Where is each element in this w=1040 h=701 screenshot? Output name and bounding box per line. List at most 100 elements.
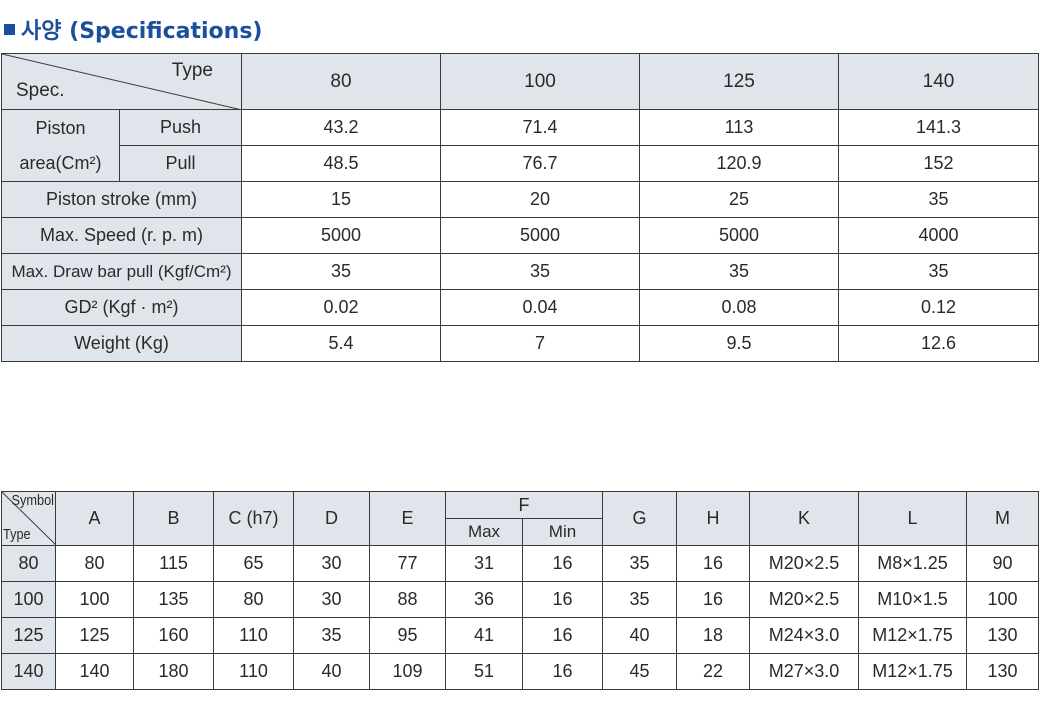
table-row: 125 125 160 110 35 95 41 16 40 18 M24×3.0 M12×1.75 1…: [1, 617, 1039, 654]
table-cell: 16: [522, 617, 603, 654]
dim-subheader-row: Max Min: [2, 518, 1039, 546]
table-cell: 90: [966, 545, 1039, 582]
table-cell: 125: [55, 617, 134, 654]
pull-value: 48.5: [241, 145, 441, 182]
col-header-B: B: [133, 491, 214, 546]
table-cell: M24×3.0: [749, 617, 859, 654]
table-cell: 110: [213, 617, 294, 654]
row-type-cell: 80: [1, 545, 56, 582]
square-bullet-icon: [4, 23, 15, 35]
spec-value: 35: [838, 181, 1039, 218]
spec-value: 4000: [838, 217, 1039, 254]
spec-row: Piston stroke (mm) 15 20 25 35: [1, 181, 1039, 218]
spec-row-pull: Pull 48.5 76.7 120.9 152: [2, 145, 1039, 182]
spec-value: 5000: [440, 217, 640, 254]
table-cell: M20×2.5: [749, 581, 859, 618]
spec-value: 0.12: [838, 289, 1039, 326]
table-cell: 135: [133, 581, 214, 618]
col-header-F-min: Min: [522, 518, 603, 546]
pull-value: 152: [838, 145, 1039, 182]
table-cell: 41: [445, 617, 523, 654]
table-cell: 35: [293, 617, 370, 654]
table-cell: 130: [966, 617, 1039, 654]
spec-value: 5.4: [241, 325, 441, 362]
spec-value: 35: [241, 253, 441, 290]
spec-value: 9.5: [639, 325, 839, 362]
table-cell: M8×1.25: [858, 545, 967, 582]
col-header-M: M: [966, 491, 1039, 546]
spec-value: 35: [440, 253, 640, 290]
table-cell: 16: [676, 581, 750, 618]
corner-spec-label: Spec.: [16, 80, 65, 101]
table-row: 140 140 180 110 40 109 51 16 45 22 M27×3.0 M12×1.75…: [1, 653, 1039, 690]
dim-table-body: 80 80 115 65 30 77 31 16 35 16 M20×2.5 M8×1.25 90 100…: [1, 545, 1039, 690]
table-cell: 16: [522, 545, 603, 582]
spec-row: Max. Speed (r. p. m) 5000 5000 5000 4000: [1, 217, 1039, 254]
spec-value: 12.6: [838, 325, 1039, 362]
table-cell: 109: [369, 653, 446, 690]
table-cell: M10×1.5: [858, 581, 967, 618]
type-header: 125: [639, 53, 839, 110]
col-header-F: F: [445, 491, 603, 519]
table-cell: 22: [676, 653, 750, 690]
piston-area-label: Piston area(Cm²): [1, 109, 120, 182]
table-cell: 51: [445, 653, 523, 690]
spec-row-label: GD² (Kgf · m²): [1, 289, 242, 326]
section-title-text: 사양 (Specifications): [21, 19, 263, 44]
type-header: 140: [838, 53, 1039, 110]
table-cell: 16: [522, 653, 603, 690]
spec-value: 0.04: [440, 289, 640, 326]
table-cell: 130: [966, 653, 1039, 690]
spec-value: 35: [838, 253, 1039, 290]
section-title: 사양 (Specifications): [4, 14, 262, 44]
spec-row-label: Piston stroke (mm): [1, 181, 242, 218]
spec-row-label: Max. Speed (r. p. m): [1, 217, 242, 254]
table-cell: 65: [213, 545, 294, 582]
table-row: 80 80 115 65 30 77 31 16 35 16 M20×2.5 M8×1.25 90: [1, 545, 1039, 582]
push-value: 141.3: [838, 109, 1039, 146]
spec-value: 0.02: [241, 289, 441, 326]
table-cell: 100: [55, 581, 134, 618]
table-cell: 88: [369, 581, 446, 618]
dimensions-table: Symbol Type A B C (h7) D E F G H K L M M…: [1, 491, 1039, 690]
table-cell: 45: [602, 653, 677, 690]
spec-row: Weight (Kg) 5.4 7 9.5 12.6: [1, 325, 1039, 362]
table-cell: 80: [213, 581, 294, 618]
spec-value: 7: [440, 325, 640, 362]
table-cell: 95: [369, 617, 446, 654]
push-value: 43.2: [241, 109, 441, 146]
diagonal-line-icon: [2, 492, 55, 545]
row-type-cell: 140: [1, 653, 56, 690]
col-header-K: K: [749, 491, 859, 546]
col-header-A: A: [55, 491, 134, 546]
table-cell: 110: [213, 653, 294, 690]
col-header-D: D: [293, 491, 370, 546]
corner-type-label: Type: [171, 60, 213, 81]
piston-area-label-top: Piston: [35, 117, 86, 138]
table-cell: 77: [369, 545, 446, 582]
table-cell: 30: [293, 545, 370, 582]
pull-label: Pull: [119, 145, 242, 182]
push-value: 71.4: [440, 109, 640, 146]
spec-row: Max. Draw bar pull (Kgf/Cm²) 35 35 35 35: [1, 253, 1039, 290]
push-value: 113: [639, 109, 839, 146]
table-row: 100 100 135 80 30 88 36 16 35 16 M20×2.5 M10×1.5 100: [1, 581, 1039, 618]
spec-value: 20: [440, 181, 640, 218]
spec-row-push: Piston area(Cm²) Push 43.2 71.4 113 141.…: [1, 109, 1039, 182]
table-cell: 40: [293, 653, 370, 690]
table-cell: 40: [602, 617, 677, 654]
dim-header-row: Symbol Type A B C (h7) D E F G H K L M: [1, 491, 1039, 546]
table-cell: 35: [602, 581, 677, 618]
specifications-table: Type Spec. 80 100 125 140 Piston area(Cm…: [1, 53, 1039, 362]
table-cell: 180: [133, 653, 214, 690]
spec-value: 35: [639, 253, 839, 290]
push-label: Push: [119, 109, 242, 146]
table-cell: M12×1.75: [858, 617, 967, 654]
spec-value: 0.08: [639, 289, 839, 326]
table-cell: 115: [133, 545, 214, 582]
spec-header-row: Type Spec. 80 100 125 140: [1, 53, 1039, 110]
table-cell: M27×3.0: [749, 653, 859, 690]
spec-value: 25: [639, 181, 839, 218]
spec-row-label: Max. Draw bar pull (Kgf/Cm²): [1, 253, 242, 290]
col-header-L: L: [858, 491, 967, 546]
